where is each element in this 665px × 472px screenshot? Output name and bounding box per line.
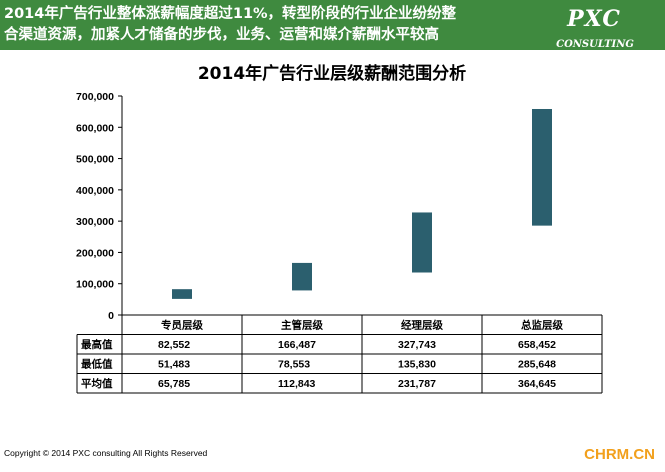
table-cell-value: 327,743 <box>398 339 436 351</box>
table-cell-value: 65,785 <box>158 378 190 390</box>
y-tick-label: 600,000 <box>76 122 114 134</box>
table-row-label: 最高值 <box>81 338 113 351</box>
brand-name: PXC <box>567 6 621 32</box>
salary-range-chart: 2014年广告行业层级薪酬范围分析 0 100,000 200,000 300,000 4… <box>76 63 603 394</box>
table-cell-value: 285,648 <box>518 359 556 371</box>
table-cell-value: 658,452 <box>518 339 556 351</box>
table-row-label: 最低值 <box>81 358 113 371</box>
table-cell-value: 82,552 <box>158 339 190 351</box>
range-bar <box>532 108 552 226</box>
y-tick-label: 300,000 <box>76 216 114 228</box>
table-cell-value: 166,487 <box>278 339 316 351</box>
chart-title: 2014年广告行业层级薪酬范围分析 <box>198 63 466 84</box>
copyright-text: Copyright © 2014 PXC consulting All Righ… <box>4 448 208 458</box>
category-label: 专员层级 <box>161 319 203 332</box>
header-banner: 2014年广告行业整体涨薪幅度超过11%，转型阶段的行业企业纷纷整 合渠道资源，… <box>0 0 665 66</box>
y-tick-label: 500,000 <box>76 154 114 166</box>
range-bar <box>292 262 312 291</box>
watermark: CHRM.CN <box>582 446 657 463</box>
table-cell-value: 231,787 <box>398 378 436 390</box>
category-label: 主管层级 <box>281 319 323 332</box>
range-bar <box>172 289 192 299</box>
table-cell-value: 112,843 <box>278 378 316 390</box>
headline-line-1: 2014年广告行业整体涨薪幅度超过11%，转型阶段的行业企业纷纷整 <box>4 6 457 22</box>
category-label: 经理层级 <box>401 319 443 332</box>
y-tick-label: 700,000 <box>76 91 114 103</box>
table-cell-value: 364,645 <box>518 378 556 390</box>
table-cell-value: 51,483 <box>158 359 190 371</box>
table-cell-value: 135,830 <box>398 359 436 371</box>
y-tick-label: 100,000 <box>76 279 114 291</box>
headline-line-2: 合渠道资源，加紧人才储备的步伐，业务、运营和媒介薪酬水平较高 <box>4 27 439 43</box>
y-tick-label: 0 <box>108 310 114 322</box>
headline: 2014年广告行业整体涨薪幅度超过11%，转型阶段的行业企业纷纷整 合渠道资源，… <box>4 4 524 46</box>
brand-sub: CONSULTING <box>556 39 634 50</box>
brand-logo: PXC CONSULTING 众达朴信 <box>529 6 659 67</box>
y-tick-label: 400,000 <box>76 185 114 197</box>
brand-chinese-name: 众达朴信 <box>562 50 626 66</box>
table-row-label: 平均值 <box>81 377 113 390</box>
y-tick-label: 200,000 <box>76 247 114 259</box>
table-cell-value: 78,553 <box>278 359 310 371</box>
range-bar <box>412 212 432 273</box>
category-label: 总监层级 <box>521 319 563 332</box>
